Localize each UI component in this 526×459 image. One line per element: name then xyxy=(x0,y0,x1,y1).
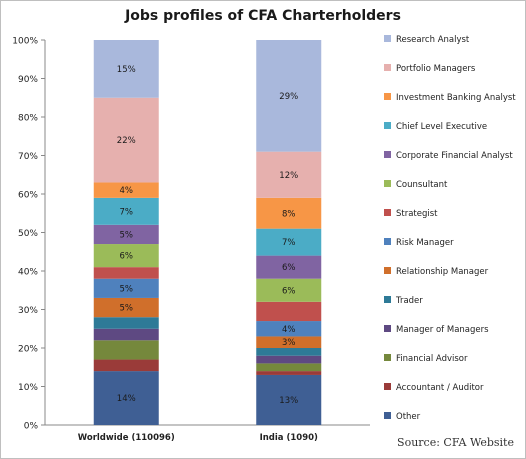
bar-segment xyxy=(256,363,322,372)
legend-label: Strategist xyxy=(396,209,438,219)
data-label: 3% xyxy=(282,338,296,348)
data-label: 4% xyxy=(282,325,296,335)
bar-segment xyxy=(256,348,322,356)
data-label: 15% xyxy=(117,65,136,75)
data-label: 7% xyxy=(120,207,134,217)
bar-segment xyxy=(256,321,322,337)
bar-segment xyxy=(256,336,322,348)
legend-label: Research Analyst xyxy=(396,35,470,45)
bar-segment xyxy=(93,244,159,268)
legend-swatch xyxy=(384,122,391,129)
bar-segment xyxy=(256,374,322,425)
data-label: 6% xyxy=(120,252,134,262)
legend-label: Corporate Financial Analyst xyxy=(396,151,513,161)
bar-segment xyxy=(93,278,159,298)
data-label: 6% xyxy=(282,263,296,273)
legend-swatch xyxy=(384,325,391,332)
bar-segment xyxy=(93,340,159,360)
chart-title: Jobs profiles of CFA Charterholders xyxy=(125,8,401,24)
bar-segment xyxy=(93,297,159,318)
y-tick-label: 0% xyxy=(24,422,39,432)
bar-segment xyxy=(256,197,322,229)
data-label: 8% xyxy=(282,209,296,219)
bar-segment xyxy=(256,355,322,364)
legend-label: Risk Manager xyxy=(396,238,454,248)
y-tick-label: 10% xyxy=(18,383,38,393)
bar-segment xyxy=(256,278,322,302)
legend-swatch xyxy=(384,180,391,187)
legend-label: Financial Advisor xyxy=(396,354,468,364)
legend-label: Chief Level Executive xyxy=(396,122,487,132)
legend-label: Manager of Managers xyxy=(396,325,489,335)
data-label: 12% xyxy=(279,171,298,181)
data-label: 4% xyxy=(120,186,134,196)
chart-source: Source: CFA Website xyxy=(397,436,514,449)
y-tick-label: 50% xyxy=(18,229,38,239)
legend-swatch xyxy=(384,151,391,158)
legend-swatch xyxy=(384,383,391,390)
bar-segment xyxy=(256,151,322,198)
legend-swatch xyxy=(384,354,391,361)
legend-label: Other xyxy=(396,412,421,422)
legend-label: Investment Banking Analyst xyxy=(396,93,516,103)
legend-label: Trader xyxy=(395,296,423,306)
data-label: 22% xyxy=(117,136,136,146)
legend-swatch xyxy=(384,238,391,245)
data-label: 5% xyxy=(120,230,134,240)
bar-segment xyxy=(256,255,322,279)
bar-segment xyxy=(93,197,159,225)
bar-segment xyxy=(93,267,159,279)
legend-swatch xyxy=(384,93,391,100)
data-label: 6% xyxy=(282,286,296,296)
y-tick-label: 80% xyxy=(18,114,38,124)
legend-label: Portfolio Managers xyxy=(396,64,476,74)
bar-segment xyxy=(93,317,159,329)
data-label: 13% xyxy=(279,396,298,406)
legend-swatch xyxy=(384,64,391,71)
y-tick-label: 30% xyxy=(18,306,38,316)
bar-segment xyxy=(93,328,159,341)
legend-label: Accountant / Auditor xyxy=(396,383,484,393)
legend-swatch xyxy=(384,412,391,419)
data-label: 14% xyxy=(117,394,136,404)
y-tick-label: 90% xyxy=(18,75,38,85)
bar-segment xyxy=(256,371,322,375)
legend-swatch xyxy=(384,209,391,216)
data-label: 29% xyxy=(279,92,298,102)
data-label: 5% xyxy=(120,304,134,314)
x-tick-label: Worldwide (110096) xyxy=(78,433,175,443)
y-tick-label: 60% xyxy=(18,191,38,201)
legend-label: Relationship Manager xyxy=(396,267,489,277)
bar-segment xyxy=(93,40,159,98)
legend-swatch xyxy=(384,35,391,42)
y-tick-label: 70% xyxy=(18,152,38,162)
bar-segment xyxy=(256,40,322,152)
y-tick-label: 20% xyxy=(18,345,38,355)
legend-swatch xyxy=(384,296,391,303)
data-label: 5% xyxy=(120,284,134,294)
bar-segment xyxy=(93,359,159,372)
bar-segment xyxy=(93,224,159,245)
y-tick-label: 40% xyxy=(18,268,38,278)
legend-swatch xyxy=(384,267,391,274)
bar-segment xyxy=(93,97,159,183)
bar-segment xyxy=(256,228,322,256)
bar-segment xyxy=(93,182,159,198)
legend-label: Counsultant xyxy=(396,180,448,190)
bar-segment xyxy=(93,371,159,425)
bar-segment xyxy=(256,301,322,322)
data-label: 7% xyxy=(282,238,296,248)
y-tick-label: 100% xyxy=(12,37,38,47)
x-tick-label: India (1090) xyxy=(260,433,318,443)
